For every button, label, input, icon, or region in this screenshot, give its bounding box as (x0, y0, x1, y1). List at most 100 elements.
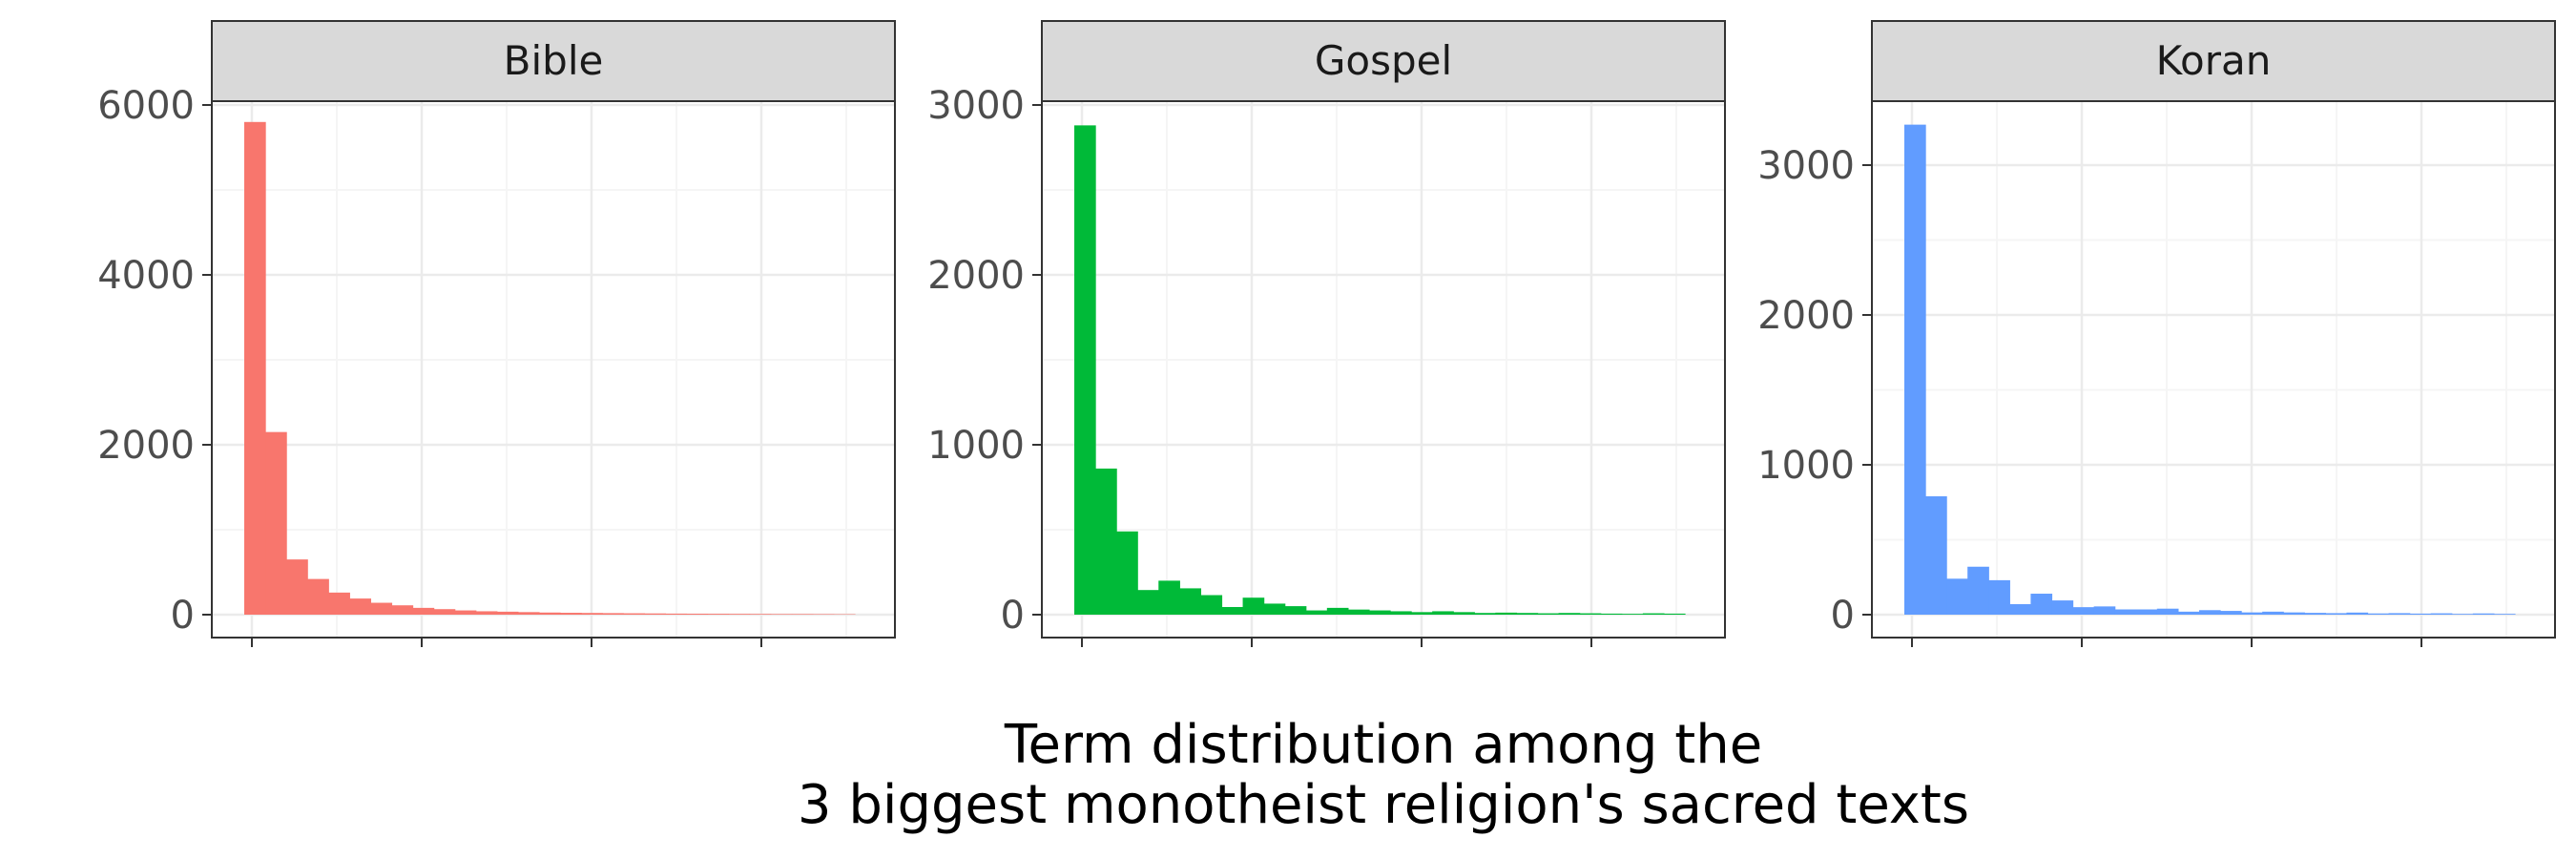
histogram-bar (2156, 608, 2179, 615)
histogram-bar (1242, 597, 1265, 615)
histogram-bar (349, 598, 372, 615)
histogram-bar (2030, 594, 2053, 615)
histogram-bar (517, 612, 540, 615)
facet-strip-label: Koran (2156, 37, 2272, 84)
histogram-bar (2114, 609, 2137, 615)
histogram-bar (686, 614, 709, 615)
histogram-bar (265, 431, 287, 615)
y-tick-label: 6000 (97, 84, 195, 128)
y-tick-label: 4000 (97, 254, 195, 298)
facet-strip-label: Bible (504, 37, 604, 84)
y-tick-label: 3000 (927, 84, 1025, 128)
histogram-bar (2177, 611, 2200, 615)
histogram-bar (2220, 611, 2242, 615)
histogram-bar (2409, 613, 2432, 615)
y-tick-label: 1000 (1757, 444, 1855, 488)
histogram-bar (1116, 531, 1138, 615)
histogram-bar (2367, 613, 2390, 615)
histogram-bar (1284, 606, 1307, 615)
histogram-bar (2009, 604, 2032, 615)
histogram-bar (1537, 613, 1560, 615)
histogram-bar (2072, 607, 2095, 615)
histogram-bar (707, 614, 730, 615)
facet-strip-label: Gospel (1315, 37, 1452, 84)
histogram-bar (2093, 606, 2116, 615)
histogram-bar (1621, 614, 1644, 615)
histogram-bar (2304, 613, 2326, 615)
histogram-bar (1558, 613, 1581, 615)
histogram-bar (412, 607, 435, 615)
histogram-bar (1453, 612, 1475, 615)
facet-strip (1871, 20, 2556, 102)
histogram-bar (749, 614, 772, 615)
histogram-bar (1600, 613, 1623, 615)
histogram-bar (307, 578, 329, 615)
histogram-bar (728, 614, 751, 615)
histogram-bar (770, 614, 793, 615)
histogram-bar (1326, 607, 1349, 615)
caption-line-2: 3 biggest monotheist religion's sacred t… (798, 774, 1969, 836)
histogram-bar (1495, 612, 1518, 615)
histogram-bar (2430, 613, 2453, 615)
histogram-bar (560, 613, 582, 615)
y-tick-label: 0 (1001, 594, 1025, 638)
y-tick-label: 0 (171, 594, 195, 638)
panel-background (212, 101, 895, 638)
histogram-bar (2135, 609, 2158, 615)
histogram-bar (1137, 590, 1159, 615)
histogram-bar (812, 614, 835, 615)
histogram-bar (791, 614, 814, 615)
panel-background (1872, 101, 2555, 638)
y-tick-label: 3000 (1757, 144, 1855, 188)
histogram-bar (665, 613, 688, 615)
histogram-bar (328, 592, 350, 615)
histogram-bar (244, 121, 266, 616)
panel-background (1042, 101, 1725, 638)
histogram-bar (1179, 588, 1202, 615)
y-tick-label: 2000 (927, 254, 1025, 298)
histogram-bar (1305, 610, 1328, 615)
histogram-bar (2346, 612, 2369, 615)
panel-border (1041, 100, 1726, 639)
histogram-bar (1663, 613, 1686, 615)
histogram-bar (391, 605, 414, 615)
histogram-bar (1988, 579, 2010, 615)
histogram-bar (1200, 595, 1223, 615)
histogram-bar (1411, 612, 1433, 615)
histogram-bar (2241, 612, 2263, 615)
histogram-bar (1263, 603, 1286, 615)
histogram-bar (1474, 613, 1496, 615)
histogram-bar (370, 602, 393, 615)
histogram-bar (623, 613, 645, 615)
panel-border (1871, 100, 2556, 639)
histogram-bar (1095, 468, 1117, 615)
histogram-bar (1579, 613, 1602, 615)
histogram-bar (1368, 610, 1391, 615)
histogram-bar (2451, 614, 2474, 615)
histogram-bar (644, 613, 666, 615)
histogram-bar (1925, 495, 1947, 615)
histogram-bar (286, 559, 308, 615)
histogram-bar (1158, 580, 1180, 615)
histogram-bar (475, 611, 498, 615)
histogram-bar (1390, 611, 1412, 615)
histogram-bar (1221, 606, 1244, 615)
histogram-bar (1516, 613, 1539, 615)
facet-panel-koran: Koran 0 1000 2000 3000 (1757, 20, 2556, 647)
y-tick-label: 1000 (927, 424, 1025, 468)
histogram-bar (2472, 613, 2495, 615)
facet-panel-bible: Bible 0 2000 4000 6000 (97, 20, 896, 647)
facet-panel-gospel: Gospel 0 1000 2000 3000 (927, 20, 1726, 647)
histogram-bar (1432, 611, 1454, 615)
histogram-bar (1967, 566, 1989, 615)
histogram-bar (1946, 578, 1968, 615)
histogram-bar (2388, 613, 2411, 615)
histogram-bar (2325, 613, 2348, 615)
histogram-bar (581, 613, 603, 615)
y-tick-label: 2000 (97, 424, 195, 468)
histogram-bar (454, 610, 477, 615)
histogram-bar (2262, 611, 2284, 615)
histogram-bar (1904, 124, 1926, 616)
histogram-bar (1347, 609, 1370, 615)
